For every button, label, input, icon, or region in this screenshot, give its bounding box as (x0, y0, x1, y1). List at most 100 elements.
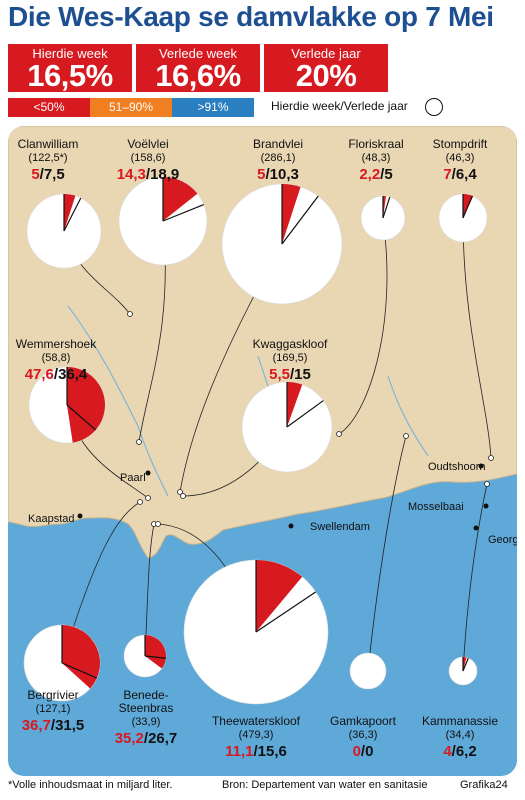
this-week-value: 4 (443, 743, 452, 760)
pie-marker-last-year (63, 197, 82, 232)
pie-marker-last-year (281, 195, 319, 245)
towns-layer: Paarl Kaapstad Swellendam Oudtshoorn Mosselb… (28, 461, 517, 546)
dam-values-label: 36,7/31,5 (22, 717, 85, 734)
connector-line (367, 435, 407, 672)
dam-values-label: 2,2/5 (359, 166, 392, 183)
pie-slice-this-week (163, 177, 198, 221)
town-dot (288, 523, 294, 529)
dam-name-label: Wemmershoek (16, 337, 97, 351)
pie-marker-last-year (162, 203, 205, 222)
last-year-value: /18,9 (146, 166, 179, 183)
pie-marker-last-year (462, 657, 469, 672)
dam-name-label: Theewaterskloof (212, 714, 301, 728)
dam-capacity-label: (286,1) (261, 152, 296, 164)
this-week-value: 7 (443, 166, 451, 183)
dam-location-marker (155, 521, 161, 527)
dam-location-marker (145, 495, 151, 501)
dam-location-marker (180, 493, 186, 499)
town-dot (145, 470, 151, 476)
labels-layer: Clanwilliam(122,5*) 5/7,5 Voëlvlei(158,6) 1… (16, 137, 499, 760)
dam-name-label: Kwaggaskloof (253, 337, 328, 351)
dam-capacity-label: (158,6) (131, 152, 166, 164)
dam-name-label: Gamkapoort (330, 714, 397, 728)
dam-name-label: Floriskraal (348, 137, 403, 151)
dam-values-label: 47,6/36,4 (25, 366, 88, 383)
dam-location-marker (137, 499, 143, 505)
last-year-value: /26,7 (144, 730, 177, 747)
town-label: Kaapstad (28, 513, 74, 525)
dam-name-label: Stompdrift (433, 137, 488, 151)
legend-pie-caption: Hierdie week/Verlede jaar (271, 99, 408, 113)
this-week-value: 0 (353, 743, 361, 760)
dam-values-label: 35,2/26,7 (115, 730, 178, 747)
dam-capacity-label: (46,3) (446, 152, 475, 164)
dam-location-marker (403, 433, 409, 439)
this-week-value: 5,5 (269, 366, 290, 383)
dam-values-label: 5,5/15 (269, 366, 311, 383)
dam-capacity-label: (479,3) (239, 729, 274, 741)
this-week-value: 5 (31, 166, 39, 183)
pie-marker-last-year (61, 662, 98, 679)
this-week-value: 47,6 (25, 366, 54, 383)
town-label: Oudtshoorn (428, 461, 485, 473)
stat-value: 16,5% (27, 58, 113, 93)
dam-capacity-label: (169,5) (273, 352, 308, 364)
last-year-value: /10,3 (265, 166, 298, 183)
stat-value: 16,6% (155, 58, 241, 93)
dam-name-label: Bergrivier (27, 688, 78, 702)
this-week-value: 35,2 (115, 730, 144, 747)
last-year-value: /7,5 (40, 166, 65, 183)
this-week-value: 5 (257, 166, 265, 183)
stat-value: 20% (295, 58, 357, 93)
dam-name-label: Voëlvlei (127, 137, 168, 151)
dam-capacity-label: (127,1) (36, 703, 71, 715)
dam-values-label: 11,1/15,6 (225, 743, 287, 760)
pie-marker-last-year (255, 591, 317, 633)
dam-capacity-label: (34,4) (446, 729, 475, 741)
pie-slice-this-week (383, 196, 387, 218)
pie-slice-this-week (145, 635, 167, 669)
dam-name-label: Clanwilliam (18, 137, 79, 151)
dam-location-marker (136, 439, 142, 445)
dam-values-label: 0/0 (353, 743, 374, 760)
dam-capacity-label: (122,5*) (28, 152, 67, 164)
town-label: Swellendam (310, 521, 370, 533)
connector-line (61, 501, 141, 664)
town-dot (483, 503, 489, 509)
stat-label: Hierdie week (32, 46, 108, 61)
connector-line (338, 217, 388, 435)
last-year-value: /36,4 (54, 366, 88, 383)
last-year-value: /15,6 (254, 743, 287, 760)
pie-marker-last-year (462, 195, 473, 219)
pie-marker-last-year (382, 196, 391, 219)
dam-location-marker (336, 431, 342, 437)
pie-slice-this-week (64, 194, 76, 231)
last-year-value: /31,5 (51, 717, 84, 734)
connector-line (462, 483, 488, 672)
dam-name-label: Steenbras (119, 701, 174, 715)
connector-line (462, 217, 492, 459)
pie-slice-this-week (62, 625, 101, 689)
pie-slice-this-week (287, 382, 303, 427)
last-year-value: /5 (380, 166, 393, 183)
legend-item-mid: 51–90% (90, 98, 172, 117)
river-line (67, 305, 169, 497)
dam-capacity-label: (48,3) (362, 152, 391, 164)
pie-disc (349, 652, 387, 690)
last-year-value: /6,2 (452, 743, 477, 760)
stat-label: Verlede jaar (291, 46, 361, 61)
map-panel: Paarl Kaapstad Swellendam Oudtshoorn Mosselb… (8, 126, 517, 776)
credit: Grafika24 (460, 779, 508, 791)
river-line (387, 375, 429, 457)
legend-item-low: <50% (8, 98, 90, 117)
dam-values-label: 7/6,4 (443, 166, 477, 183)
last-year-value: /6,4 (452, 166, 478, 183)
dam-capacity-label: (58,8) (42, 352, 71, 364)
town-label: Paarl (120, 472, 146, 484)
town-label: Mosselbaai (408, 501, 464, 513)
dam-values-label: 5/7,5 (31, 166, 64, 183)
dam-values-label: 4/6,2 (443, 743, 476, 760)
pie-marker-last-year (66, 404, 97, 431)
pie-marker-last-year (144, 655, 166, 659)
page-title: Die Wes-Kaap se damvlakke op 7 Mei (8, 1, 494, 32)
